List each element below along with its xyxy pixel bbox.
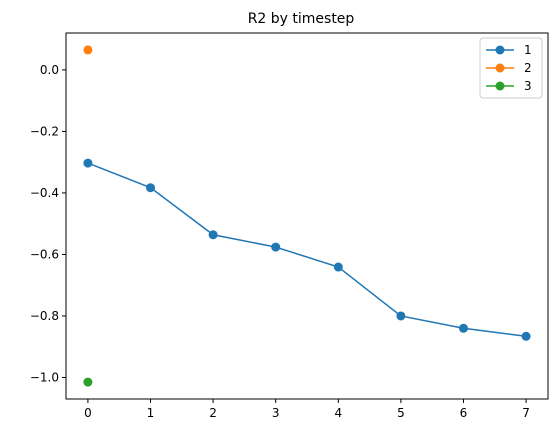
- legend-label: 3: [524, 79, 532, 93]
- legend-item: 3: [486, 79, 532, 93]
- y-tick-label: 0.0: [40, 63, 59, 77]
- data-point: [271, 242, 281, 252]
- legend-item: 2: [486, 61, 532, 75]
- series-2: [83, 45, 93, 55]
- series-1: [83, 158, 531, 341]
- data-point: [83, 158, 93, 168]
- data-point: [83, 377, 93, 387]
- legend-label: 1: [524, 43, 532, 57]
- series-line: [87, 162, 527, 338]
- data-point: [333, 262, 343, 272]
- data-point: [521, 331, 531, 341]
- series-layer: [83, 45, 531, 387]
- x-tick-label: 7: [522, 406, 530, 420]
- series-3: [83, 377, 93, 387]
- x-tick-label: 1: [147, 406, 155, 420]
- data-point: [83, 45, 93, 55]
- x-tick-label: 0: [84, 406, 92, 420]
- x-tick-label: 3: [272, 406, 280, 420]
- data-point: [146, 183, 156, 193]
- x-tick-label: 2: [209, 406, 217, 420]
- y-tick-label: −0.2: [30, 124, 59, 138]
- legend-marker: [495, 45, 505, 55]
- y-axis: 0.0 −0.2 −0.4 −0.6 −0.8 −1.0: [30, 63, 66, 384]
- y-tick-label: −0.8: [30, 309, 59, 323]
- data-point: [458, 323, 468, 333]
- legend-item: 1: [486, 43, 532, 57]
- data-point: [208, 230, 218, 240]
- x-tick-label: 6: [460, 406, 468, 420]
- legend-marker: [495, 81, 505, 91]
- y-tick-label: −1.0: [30, 370, 59, 384]
- x-axis: 0 1 2 3 4 5 6 7: [84, 399, 530, 420]
- legend-marker: [495, 63, 505, 73]
- y-tick-label: −0.4: [30, 186, 59, 200]
- data-point: [396, 311, 406, 321]
- plot-frame: [65, 32, 549, 400]
- legend: 1 2 3: [479, 37, 543, 99]
- x-tick-label: 4: [334, 406, 342, 420]
- legend-label: 2: [524, 61, 532, 75]
- chart-title: R2 by timestep: [248, 11, 355, 27]
- x-tick-label: 5: [397, 406, 405, 420]
- y-tick-label: −0.6: [30, 247, 59, 261]
